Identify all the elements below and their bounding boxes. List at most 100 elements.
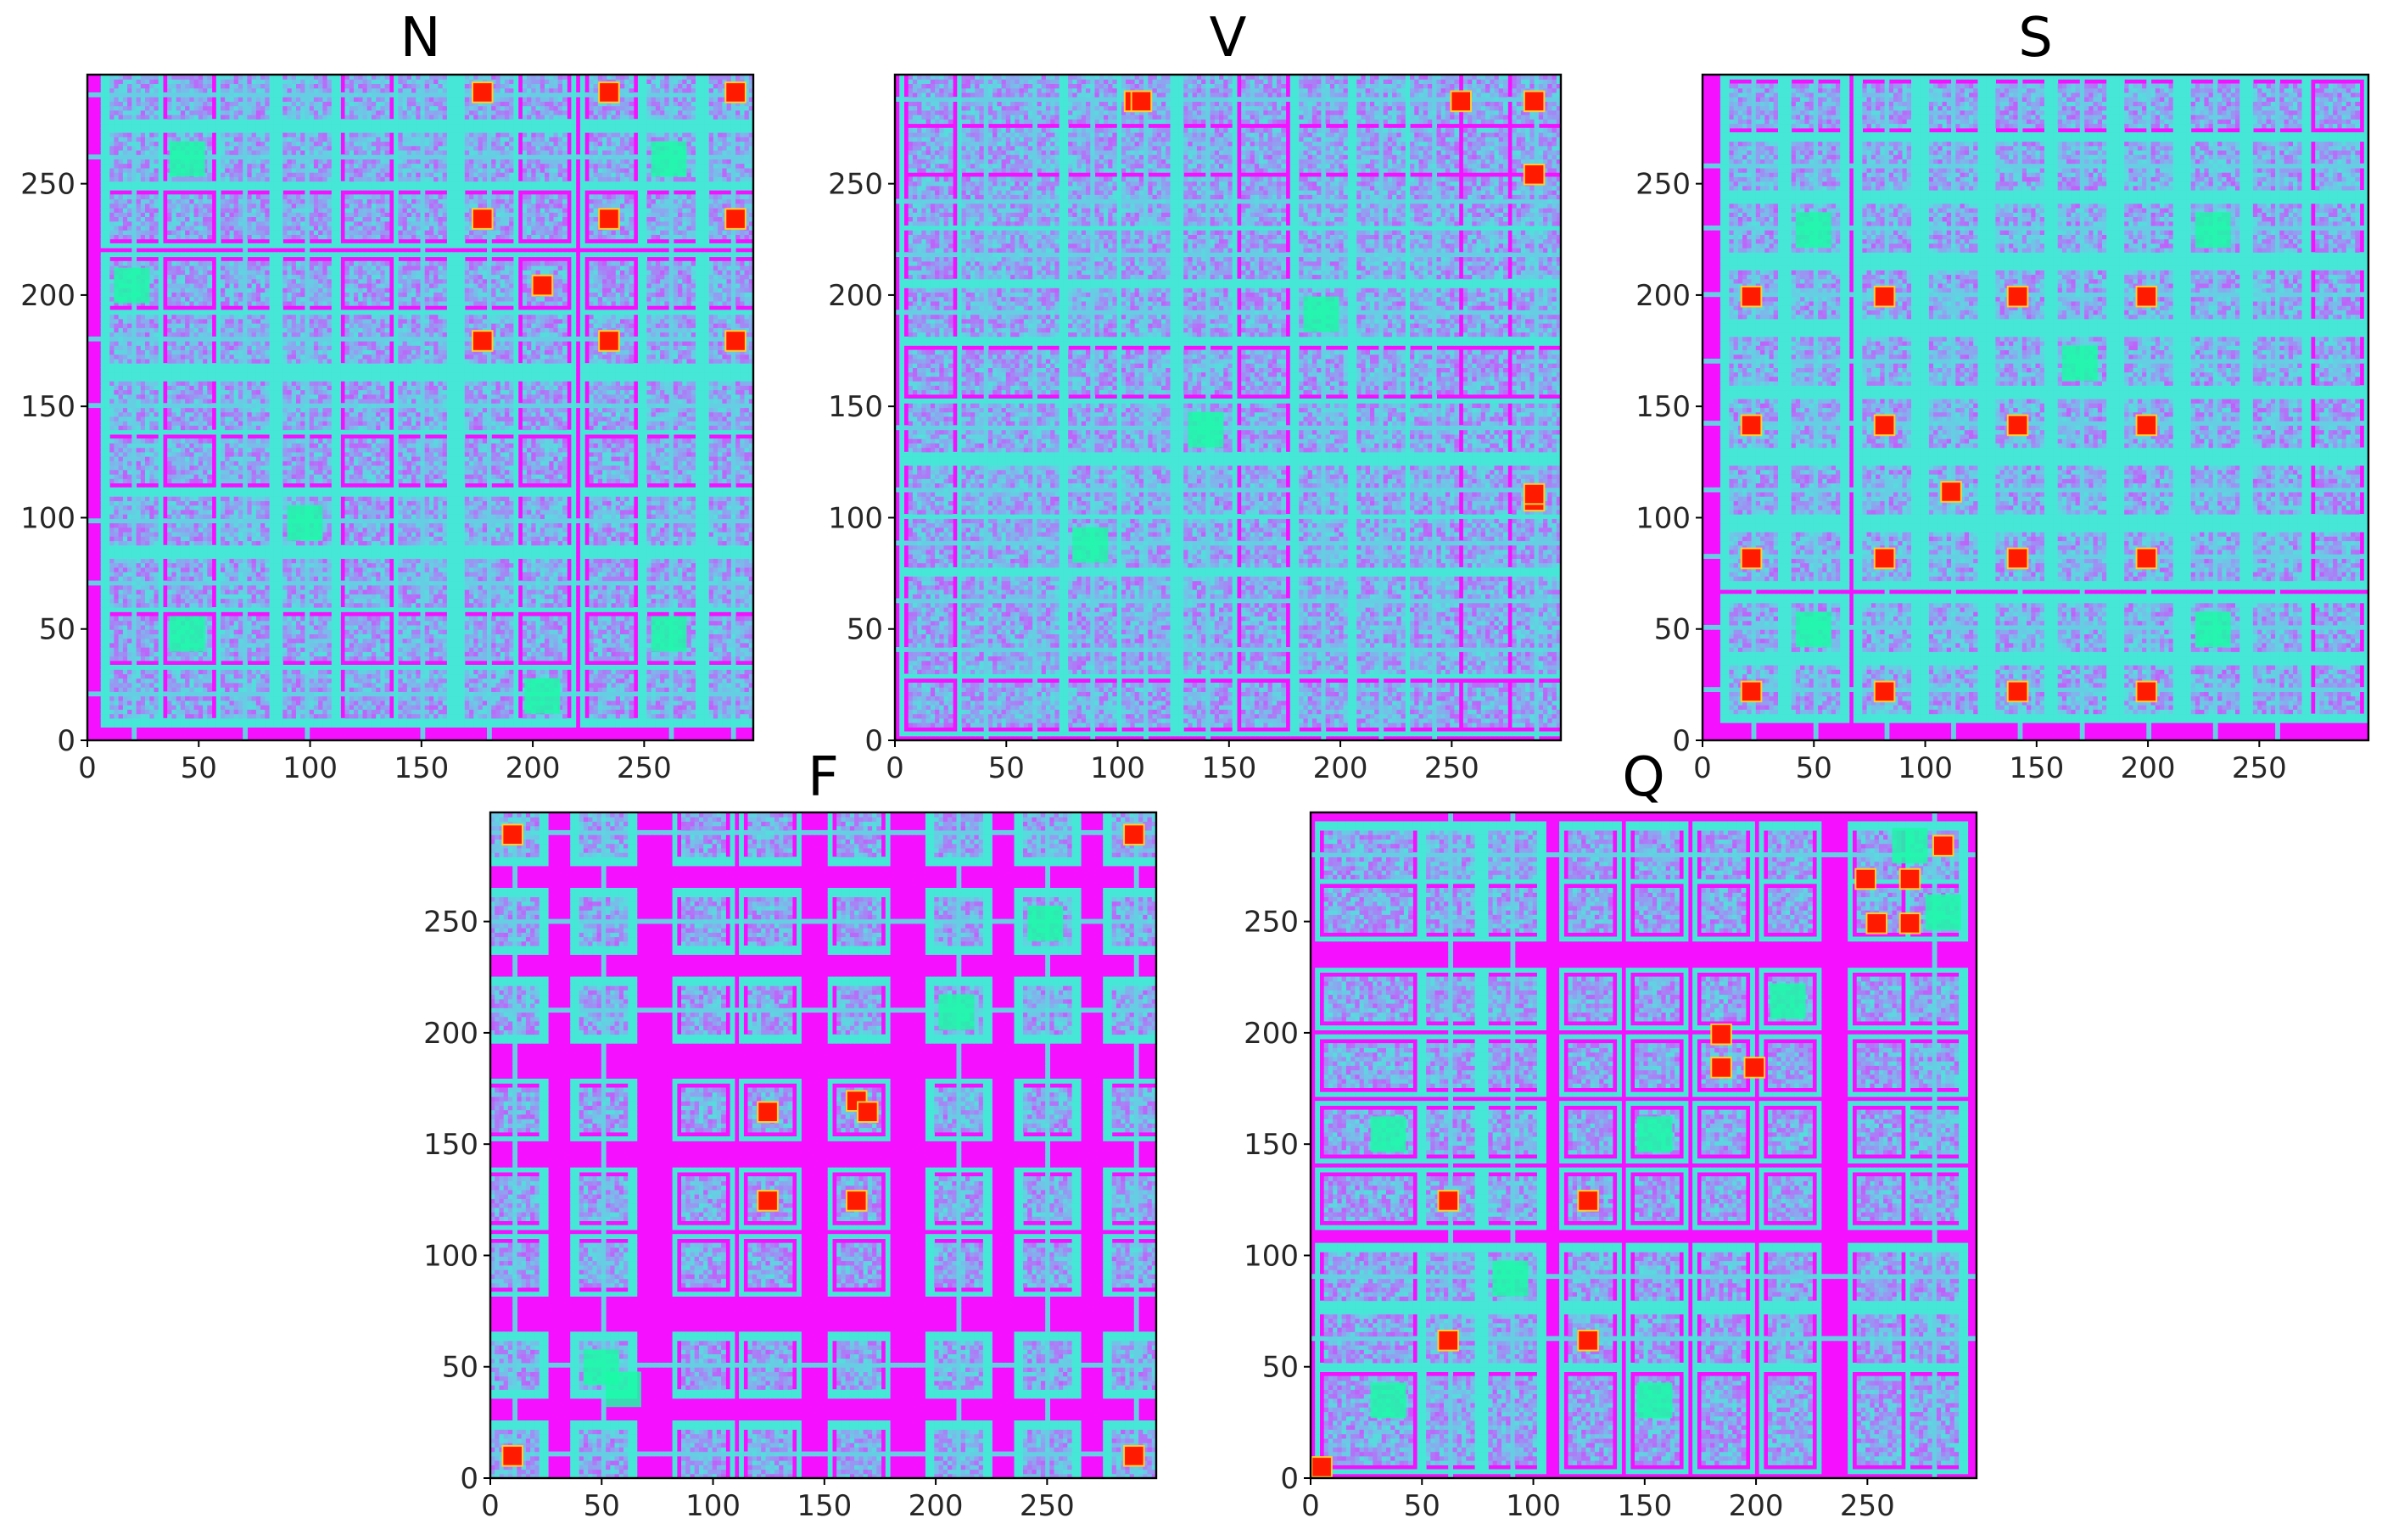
peak-block bbox=[1524, 92, 1545, 112]
peak-block bbox=[725, 209, 746, 229]
peak-block bbox=[2008, 287, 2028, 307]
x-tick-label: 200 bbox=[1729, 1489, 1784, 1523]
heatmap-cells bbox=[1703, 75, 2369, 741]
peak-block bbox=[2008, 416, 2028, 436]
x-tick-label: 50 bbox=[988, 751, 1025, 785]
panel-title: V bbox=[1210, 7, 1247, 70]
x-tick-label: 250 bbox=[1840, 1489, 1895, 1523]
y-tick-label: 150 bbox=[828, 390, 883, 424]
highlight-block bbox=[114, 268, 149, 304]
x-tick-label: 200 bbox=[2121, 751, 2176, 785]
peak-block bbox=[472, 209, 493, 229]
y-tick-label: 250 bbox=[1636, 168, 1691, 202]
y-tick-label: 250 bbox=[828, 168, 883, 202]
y-tick-label: 50 bbox=[1654, 613, 1691, 647]
x-tick-label: 100 bbox=[282, 751, 338, 785]
peak-block bbox=[1745, 1057, 1765, 1078]
x-tick-label: 50 bbox=[181, 751, 217, 785]
highlight-block bbox=[606, 1371, 641, 1407]
highlight-block bbox=[1770, 983, 1806, 1018]
x-tick-label: 150 bbox=[2009, 751, 2064, 785]
peak-block bbox=[1875, 682, 1895, 702]
y-tick-label: 200 bbox=[1244, 1017, 1299, 1051]
y-tick-label: 200 bbox=[828, 279, 883, 313]
y-tick-label: 250 bbox=[1244, 906, 1299, 940]
highlight-block bbox=[939, 995, 975, 1030]
highlight-block bbox=[524, 678, 560, 714]
highlight-block bbox=[2195, 611, 2231, 647]
y-tick-label: 100 bbox=[1244, 1239, 1299, 1273]
peak-block bbox=[2137, 416, 2157, 436]
highlight-block bbox=[1072, 527, 1108, 563]
peak-block bbox=[758, 1191, 778, 1211]
peak-block bbox=[472, 331, 493, 351]
peak-block bbox=[1451, 92, 1471, 112]
peak-block bbox=[502, 824, 523, 845]
highlight-block bbox=[1893, 828, 1928, 863]
peak-block bbox=[1711, 1024, 1731, 1045]
y-tick-label: 0 bbox=[1672, 724, 1691, 758]
peak-block bbox=[2137, 287, 2157, 307]
x-tick-label: 0 bbox=[481, 1489, 500, 1523]
y-tick-label: 250 bbox=[423, 906, 478, 940]
x-tick-label: 0 bbox=[886, 751, 904, 785]
x-tick-label: 200 bbox=[909, 1489, 964, 1523]
highlight-block bbox=[170, 142, 205, 177]
peak-block bbox=[1866, 913, 1887, 934]
y-tick-label: 200 bbox=[20, 279, 75, 313]
highlight-block bbox=[1303, 297, 1339, 332]
y-tick-label: 50 bbox=[39, 613, 75, 647]
x-tick-label: 50 bbox=[584, 1489, 620, 1523]
y-tick-label: 150 bbox=[1244, 1128, 1299, 1162]
y-tick-label: 100 bbox=[828, 501, 883, 535]
x-tick-label: 0 bbox=[78, 751, 97, 785]
y-tick-label: 50 bbox=[1262, 1351, 1299, 1385]
x-tick-label: 100 bbox=[1898, 751, 1953, 785]
peak-block bbox=[1524, 165, 1545, 185]
x-tick-label: 150 bbox=[1617, 1489, 1672, 1523]
peak-block bbox=[1875, 549, 1895, 569]
heatmap-cells bbox=[490, 812, 1157, 1479]
y-tick-label: 0 bbox=[57, 724, 75, 758]
peak-block bbox=[2008, 682, 2028, 702]
y-tick-label: 200 bbox=[1636, 279, 1691, 313]
peak-block bbox=[725, 331, 746, 351]
x-tick-label: 250 bbox=[1424, 751, 1479, 785]
x-tick-label: 50 bbox=[1404, 1489, 1440, 1523]
heatmap-cells bbox=[87, 75, 754, 741]
peak-block bbox=[1124, 824, 1144, 845]
peak-block bbox=[2137, 549, 2157, 569]
highlight-block bbox=[1796, 611, 1831, 647]
y-tick-label: 200 bbox=[423, 1017, 478, 1051]
heatmap-cells bbox=[1311, 812, 1977, 1479]
x-tick-label: 50 bbox=[1796, 751, 1832, 785]
peak-block bbox=[2008, 549, 2028, 569]
peak-block bbox=[758, 1102, 778, 1122]
x-tick-label: 150 bbox=[797, 1489, 852, 1523]
panel-title: S bbox=[2018, 7, 2053, 70]
heatmap-cells bbox=[895, 75, 1562, 741]
highlight-block bbox=[1371, 1382, 1406, 1418]
peak-block bbox=[1578, 1191, 1598, 1211]
panel-title: F bbox=[808, 746, 839, 809]
peak-block bbox=[1711, 1057, 1731, 1078]
peak-block bbox=[1855, 869, 1876, 890]
y-tick-label: 150 bbox=[20, 390, 75, 424]
x-tick-label: 150 bbox=[1201, 751, 1256, 785]
x-tick-label: 100 bbox=[1506, 1489, 1561, 1523]
x-tick-label: 200 bbox=[1313, 751, 1368, 785]
panel-title: Q bbox=[1622, 746, 1664, 809]
peak-block bbox=[1742, 287, 1762, 307]
peak-block bbox=[1311, 1457, 1332, 1477]
y-tick-label: 150 bbox=[1636, 390, 1691, 424]
peak-block bbox=[1742, 549, 1762, 569]
x-tick-label: 250 bbox=[617, 751, 672, 785]
highlight-block bbox=[1637, 1382, 1673, 1418]
y-tick-label: 100 bbox=[423, 1239, 478, 1273]
highlight-block bbox=[288, 505, 323, 541]
peak-block bbox=[599, 209, 619, 229]
